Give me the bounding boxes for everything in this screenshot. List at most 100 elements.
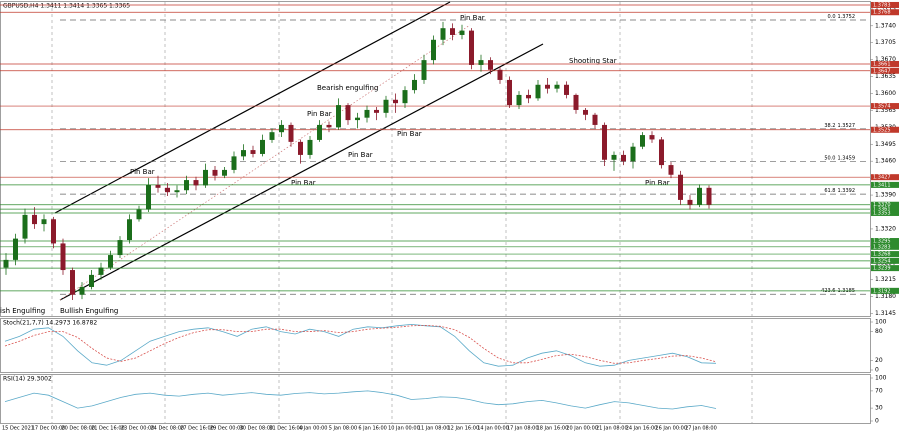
stoch-title: Stoch(21,7,7) 14.2973 16.8782 <box>3 320 97 327</box>
level-label: 1.3768 <box>873 10 891 16</box>
y-tick-label: 1.3390 <box>875 192 896 199</box>
candle-body <box>279 124 284 133</box>
level-label: 1.3574 <box>873 104 891 110</box>
candle-body <box>317 124 322 140</box>
level-label: 1.3192 <box>873 288 891 294</box>
candle-body <box>678 174 683 200</box>
x-tick-label: 15 Dec 2021 <box>2 426 34 432</box>
chart-title: GBPUSD,H4 1.3411 1.3414 1.3365 1.3365 <box>3 3 130 10</box>
candle-body <box>412 79 417 91</box>
candle-body <box>450 28 455 35</box>
candle-body <box>250 150 256 154</box>
indicator-line <box>4 390 717 410</box>
annotation: Pin Bar <box>397 130 422 138</box>
level-label: 1.3647 <box>873 68 891 74</box>
candle-body <box>459 30 465 35</box>
level-box <box>871 201 899 208</box>
y-tick-label: 1.3670 <box>875 56 896 63</box>
y-tick-label: 1.3600 <box>875 90 896 97</box>
candle-body <box>117 240 123 256</box>
level-label: 1.3295 <box>873 239 891 245</box>
candle-body <box>374 109 379 113</box>
level-box <box>871 1 899 8</box>
level-box <box>871 265 899 272</box>
candle-body <box>269 132 275 140</box>
candle-body <box>592 114 598 125</box>
annotation: Bearish engulfing <box>317 84 378 92</box>
candle-body <box>51 219 56 244</box>
candle-body <box>22 214 28 239</box>
candle-body <box>554 84 560 89</box>
candle-body <box>583 109 588 115</box>
level-label: 1.3361 <box>873 207 891 213</box>
x-tick-label: 14 Jan 00:00 <box>477 426 509 432</box>
level-box <box>871 60 899 67</box>
level-label: 1.3353 <box>873 210 891 216</box>
level-box <box>871 181 899 188</box>
annotation: Pin Bar <box>645 179 670 187</box>
x-tick-label: 18 Jan 16:00 <box>537 426 569 432</box>
y-tick-label: 1.3705 <box>875 39 896 46</box>
level-box <box>871 174 899 181</box>
candle-body <box>659 139 664 166</box>
candle-body <box>32 214 37 225</box>
x-tick-label: 23 Dec 00:00 <box>121 426 155 432</box>
candle-body <box>89 274 94 287</box>
candle-body <box>108 255 113 268</box>
candle-body <box>70 270 75 295</box>
x-tick-label: 5 Jan 08:00 <box>329 426 357 432</box>
candle-body <box>345 105 351 121</box>
y-tick-label: 1.3775 <box>875 5 896 12</box>
annotation: Pin Bar <box>348 151 373 159</box>
day-separators <box>51 2 753 423</box>
candle-body <box>241 150 246 157</box>
x-tick-label: 4 Jan 00:00 <box>299 426 327 432</box>
candle-body <box>307 139 313 155</box>
fib-level: 50.0 <box>824 155 835 161</box>
candle-body <box>440 28 446 40</box>
candle-body <box>146 184 151 210</box>
x-tick-label: 20 Dec 08:00 <box>61 426 95 432</box>
candle-body <box>60 243 66 271</box>
candle-body <box>3 259 9 268</box>
candle-body <box>697 187 702 205</box>
fib-price: 1.3527 <box>838 122 856 128</box>
level-label: 1.3427 <box>873 175 891 181</box>
level-label: 1.3783 <box>873 2 891 8</box>
candle-body <box>136 209 142 220</box>
x-tick-label: 24 Jan 16:00 <box>626 426 658 432</box>
candle-body <box>13 238 18 260</box>
x-tick-label: 30 Dec 08:00 <box>240 426 274 432</box>
candle-body <box>630 146 636 162</box>
x-tick-label: 27 Jan 08:00 <box>685 426 717 432</box>
x-tick-label: 24 Dec 08:00 <box>151 426 185 432</box>
y-tick-label: 1.3740 <box>875 22 896 29</box>
fib-level: 61.8 <box>824 188 835 194</box>
annotation: Pin Bar <box>460 14 485 22</box>
y-tick-label: 70 <box>875 387 883 394</box>
stoch-frame <box>0 318 871 373</box>
level-label: 1.3411 <box>873 182 891 188</box>
y-tick-label: 1.3215 <box>875 276 896 283</box>
y-tick-label: 1.3565 <box>875 107 896 114</box>
fib-price: 1.3752 <box>838 13 856 19</box>
x-tick-label: 11 Jan 08:00 <box>418 426 450 432</box>
y-tick-label: 0 <box>875 367 879 374</box>
y-tick-label: 80 <box>875 328 883 335</box>
candle-body <box>478 60 484 65</box>
level-label: 1.3283 <box>873 244 891 250</box>
candle-body <box>545 84 550 89</box>
fib-label: 38.2 1.3527 <box>824 122 855 128</box>
candle-body <box>326 124 332 128</box>
x-tick-label: 31 Dec 16:00 <box>269 426 303 432</box>
fib-label: 0.0 1.3752 <box>828 13 855 19</box>
candle-body <box>640 135 645 147</box>
level-box <box>871 209 899 216</box>
y-tick-label: 1.3460 <box>875 158 896 165</box>
candle-body <box>516 94 522 106</box>
level-box <box>871 67 899 74</box>
y-tick-label: 1.3145 <box>875 310 896 317</box>
level-box <box>871 9 899 16</box>
candle-body <box>431 39 436 61</box>
